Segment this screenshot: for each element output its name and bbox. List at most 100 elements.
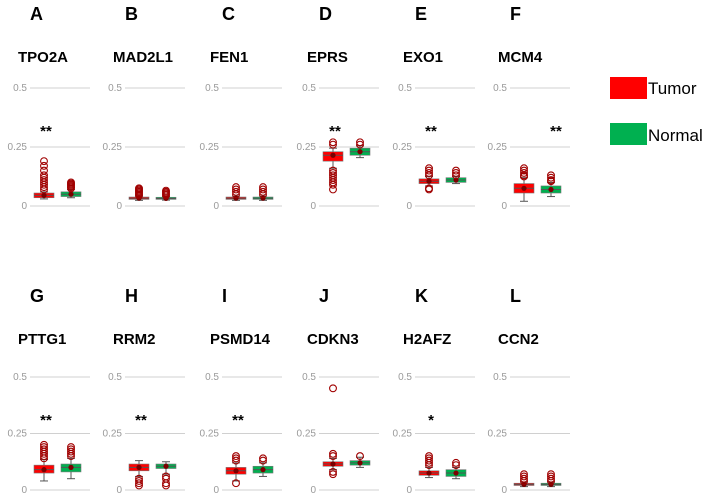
normal-mean-point (260, 467, 266, 473)
panel-a: A TPO2A 0.5 0.25 0 ** (8, 4, 90, 212)
tumor-outlier-point (40, 443, 48, 452)
gene-title: PTTG1 (18, 331, 66, 348)
normal-mean-point (453, 470, 459, 476)
y-tick-label: 0 (116, 485, 122, 496)
normal-outlier-point (547, 474, 555, 483)
normal-outlier-point (547, 171, 555, 180)
panel-letter: K (415, 286, 428, 306)
tumor-outlier-point (232, 479, 240, 488)
panel-letter: A (30, 4, 43, 24)
y-tick-label: 0.25 (297, 142, 317, 153)
y-tick-label: 0.25 (200, 429, 220, 440)
tumor-outlier-point (135, 184, 143, 193)
gene-title: TPO2A (18, 49, 68, 66)
tumor-outlier-point (520, 472, 528, 481)
significance-label: ** (329, 123, 341, 140)
y-tick-label: 0.25 (393, 429, 413, 440)
panel-d: D EPRS 0.5 0.25 0 ** (297, 4, 379, 212)
tumor-outlier-point (40, 166, 48, 175)
tumor-outlier-point (520, 164, 528, 173)
tumor-mean-point (426, 470, 432, 476)
normal-outlier-point (67, 447, 75, 456)
panel-letter: L (510, 286, 521, 306)
legend: Tumor Normal (610, 77, 703, 145)
gene-title: H2AFZ (403, 331, 451, 348)
normal-outlier-point (547, 470, 555, 479)
tumor-outlier-point (232, 187, 240, 196)
y-tick-label: 0 (213, 201, 219, 212)
tumor-mean-point (521, 185, 527, 191)
tumor-mean-point (426, 178, 432, 184)
tumor-outlier-point (329, 384, 337, 393)
y-tick-label: 0.5 (302, 83, 316, 94)
tumor-outlier-point (232, 452, 240, 461)
tumor-outlier-point (232, 183, 240, 192)
normal-outlier-point (162, 474, 170, 483)
significance-label: ** (425, 123, 437, 140)
y-tick-label: 0.5 (398, 83, 412, 94)
panel-letter: D (319, 4, 332, 24)
legend-normal-swatch (610, 123, 647, 145)
panel-letter: F (510, 4, 521, 24)
tumor-outlier-point (329, 166, 337, 175)
tumor-outlier-point (425, 164, 433, 173)
normal-mean-point (68, 464, 74, 470)
significance-label: ** (40, 123, 52, 140)
normal-outlier-point (162, 186, 170, 195)
normal-outlier-point (547, 173, 555, 182)
gene-title: EXO1 (403, 49, 443, 66)
normal-outlier-point (67, 443, 75, 452)
y-tick-label: 0.25 (488, 429, 508, 440)
y-tick-label: 0.25 (8, 429, 28, 440)
y-tick-label: 0.25 (488, 142, 508, 153)
tumor-outlier-point (40, 176, 48, 184)
y-tick-label: 0 (213, 485, 219, 496)
tumor-outlier-point (520, 166, 528, 175)
y-tick-label: 0.5 (302, 372, 316, 383)
normal-outlier-point (452, 461, 460, 470)
panel-f: F MCM4 0.5 0.25 0 ** (488, 4, 570, 212)
normal-mean-point (260, 195, 266, 201)
tumor-outlier-point (425, 184, 433, 193)
panel-h: H RRM2 0.5 0.25 0 ** (103, 286, 185, 496)
tumor-mean-point (136, 464, 142, 470)
normal-outlier-point (452, 171, 460, 180)
tumor-outlier-point (520, 474, 528, 483)
tumor-outlier-point (40, 440, 48, 449)
y-tick-label: 0 (116, 201, 122, 212)
y-tick-label: 0.5 (493, 83, 507, 94)
y-tick-label: 0.5 (205, 372, 219, 383)
tumor-mean-point (233, 195, 239, 201)
panel-letter: I (222, 286, 227, 306)
tumor-outlier-point (425, 169, 433, 177)
normal-outlier-point (547, 176, 555, 184)
normal-outlier-point (452, 458, 460, 467)
tumor-outlier-point (135, 479, 143, 488)
panel-g: G PTTG1 0.5 0.25 0 ** (8, 286, 90, 496)
y-tick-label: 0 (310, 201, 316, 212)
tumor-outlier-point (425, 166, 433, 175)
panel-letter: G (30, 286, 44, 306)
tumor-outlier-point (425, 454, 433, 463)
y-tick-label: 0.5 (13, 83, 27, 94)
normal-outlier-point (452, 166, 460, 175)
normal-mean-point (68, 191, 74, 197)
panel-letter: E (415, 4, 427, 24)
tumor-mean-point (233, 468, 239, 474)
tumor-outlier-point (329, 140, 337, 149)
tumor-outlier-point (232, 456, 240, 465)
normal-mean-point (357, 149, 363, 155)
gene-title: CDKN3 (307, 331, 359, 348)
normal-mean-point (357, 460, 363, 466)
y-tick-label: 0.25 (297, 429, 317, 440)
tumor-mean-point (41, 467, 47, 473)
y-tick-label: 0 (501, 201, 507, 212)
tumor-outlier-point (232, 185, 240, 194)
normal-outlier-point (356, 452, 364, 461)
tumor-outlier-point (329, 452, 337, 461)
y-tick-label: 0.25 (103, 142, 123, 153)
panel-b: B MAD2L1 0.5 0.25 0 (103, 4, 185, 212)
y-tick-label: 0 (21, 485, 27, 496)
gene-title: EPRS (307, 49, 348, 66)
